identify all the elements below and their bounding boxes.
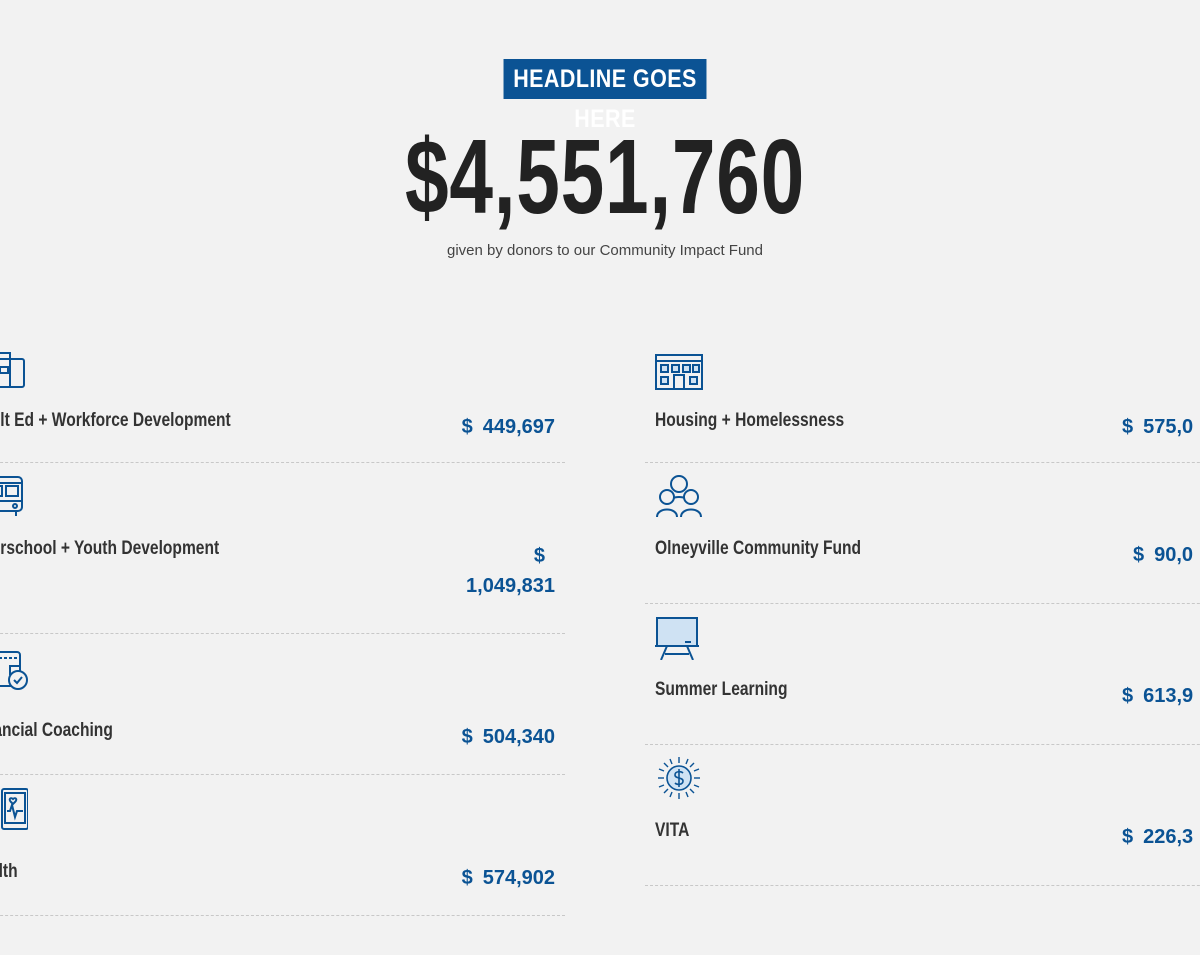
item-label: Financial Coaching — [0, 720, 113, 741]
item-amount: $90,0 — [1133, 544, 1194, 566]
total-amount: $4,551,760 — [405, 118, 805, 236]
item-label: VITA — [655, 820, 690, 841]
school-bus-icon — [0, 473, 28, 519]
item-amount: $574,902 — [461, 867, 555, 889]
item-amount: $226,3 — [1122, 826, 1194, 848]
people-icon — [655, 473, 703, 519]
list-item: Financial Coaching $504,340 — [0, 634, 565, 775]
item-label: Olneyville Community Fund — [655, 538, 862, 559]
briefcase-icon — [0, 345, 28, 391]
health-monitor-icon — [0, 785, 28, 831]
list-item: Afterschool + Youth Development $1,049,8… — [0, 463, 565, 634]
chalkboard-icon — [655, 614, 703, 660]
item-amount: $575,0 — [1122, 416, 1194, 438]
headline-badge: HEADLINE GOES HERE — [503, 59, 707, 133]
item-amount: $504,340 — [461, 726, 555, 748]
building-icon — [655, 345, 703, 391]
right-column: Housing + Homelessness $575,0 Olneyville… — [645, 335, 1200, 886]
item-amount: $1,049,831 — [466, 545, 555, 597]
list-item: Adult Ed + Workforce Development $449,69… — [0, 335, 565, 463]
total-subtitle: given by donors to our Community Impact … — [447, 242, 763, 259]
item-label: Health — [0, 861, 18, 882]
item-label: Summer Learning — [655, 679, 788, 700]
list-item: Summer Learning $613,9 — [645, 604, 1200, 745]
list-item: Health $574,902 — [0, 775, 565, 916]
list-item: Olneyville Community Fund $90,0 — [645, 463, 1200, 604]
left-column: Adult Ed + Workforce Development $449,69… — [0, 335, 565, 916]
item-label: Afterschool + Youth Development — [0, 538, 220, 559]
list-item: VITA $226,3 — [645, 745, 1200, 886]
wallet-check-icon — [0, 644, 28, 690]
item-amount: $613,9 — [1122, 685, 1194, 707]
item-label: Housing + Homelessness — [655, 410, 845, 431]
dollar-sun-icon — [655, 755, 703, 801]
item-label: Adult Ed + Workforce Development — [0, 410, 231, 431]
list-item: Housing + Homelessness $575,0 — [645, 335, 1200, 463]
item-amount: $449,697 — [461, 416, 555, 438]
